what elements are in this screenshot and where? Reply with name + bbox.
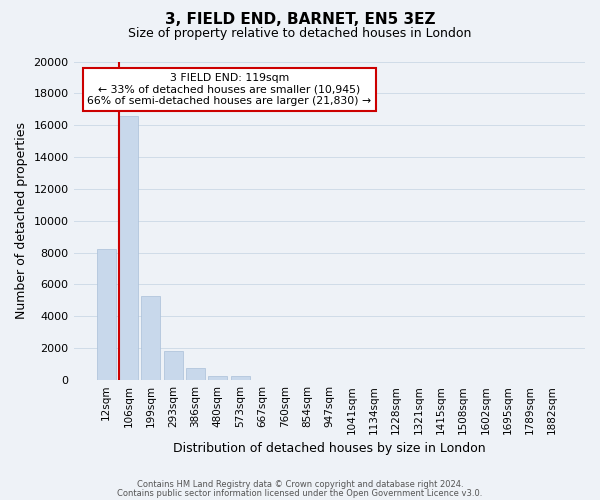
Text: Size of property relative to detached houses in London: Size of property relative to detached ho… bbox=[128, 28, 472, 40]
Bar bbox=[208, 376, 227, 380]
Bar bbox=[119, 116, 138, 380]
Bar bbox=[230, 376, 250, 380]
Text: 3, FIELD END, BARNET, EN5 3EZ: 3, FIELD END, BARNET, EN5 3EZ bbox=[165, 12, 435, 28]
Bar bbox=[142, 296, 160, 380]
Text: Contains public sector information licensed under the Open Government Licence v3: Contains public sector information licen… bbox=[118, 488, 482, 498]
Text: 3 FIELD END: 119sqm
← 33% of detached houses are smaller (10,945)
66% of semi-de: 3 FIELD END: 119sqm ← 33% of detached ho… bbox=[88, 72, 371, 106]
X-axis label: Distribution of detached houses by size in London: Distribution of detached houses by size … bbox=[173, 442, 485, 455]
Bar bbox=[97, 250, 116, 380]
Bar bbox=[186, 368, 205, 380]
Text: Contains HM Land Registry data © Crown copyright and database right 2024.: Contains HM Land Registry data © Crown c… bbox=[137, 480, 463, 489]
Y-axis label: Number of detached properties: Number of detached properties bbox=[15, 122, 28, 320]
Bar bbox=[164, 352, 182, 380]
